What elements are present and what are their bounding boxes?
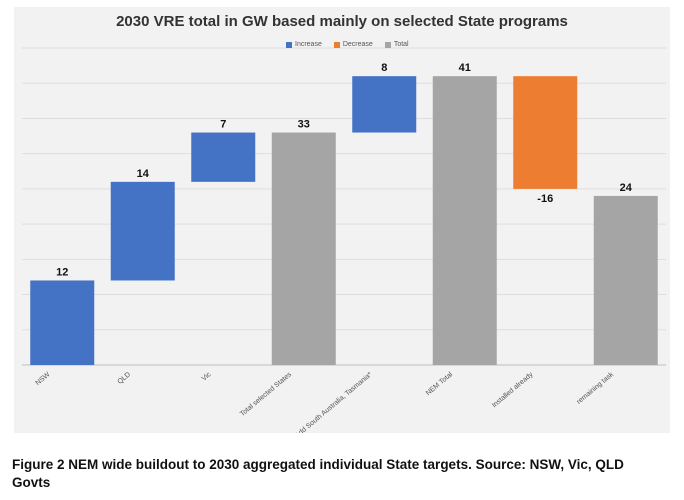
legend-swatch-total [384,41,391,48]
bar-decrease [513,76,578,189]
data-label: 24 [620,182,633,194]
x-tick-label: QLD [117,371,133,386]
data-label: 12 [56,266,68,278]
legend-item-increase: Increase [286,41,322,48]
bar-increase [191,132,256,182]
bar-total [271,132,336,365]
bar-increase [30,280,95,365]
data-label: 33 [298,119,310,131]
bar-increase [352,76,417,133]
legend-item-decrease: Decrease [333,41,373,48]
x-tick-label: Add South Australia, Tasmania* [294,371,374,433]
bar-increase [110,181,175,281]
x-tick-label: remaining task [576,371,616,406]
x-tick-label: Installed already [491,371,535,409]
data-label: -16 [537,193,553,205]
figure-caption: Figure 2 NEM wide buildout to 2030 aggre… [12,457,624,490]
chart-legend: Increase Decrease Total [286,41,409,48]
data-label: 8 [381,62,387,74]
x-tick-label: NSW [35,371,52,387]
legend-label-total: Total [393,41,409,48]
x-tick-label: Vic [201,371,213,383]
legend-swatch-decrease [333,41,340,48]
chart-title: 2030 VRE total in GW based mainly on sel… [116,13,568,30]
legend-swatch-increase [286,41,292,48]
chart-panel: 12 NSW 14 QLD 7 Vic 33 Total selected States 8 Ad… [14,7,670,433]
legend-label-increase: Increase [295,41,322,48]
legend-item-total: Total [384,41,409,48]
data-label: 41 [459,62,471,74]
data-label: 14 [137,168,150,180]
x-tick-label: Total selected States [239,371,293,418]
bar-total [593,195,658,365]
data-label: 7 [220,119,226,131]
legend-label-decrease: Decrease [342,41,373,48]
x-tick-label: NEM Total [425,371,454,397]
bar-total [432,76,497,365]
waterfall-chart: 12 NSW 14 QLD 7 Vic 33 Total selected States 8 Ad… [22,47,666,433]
